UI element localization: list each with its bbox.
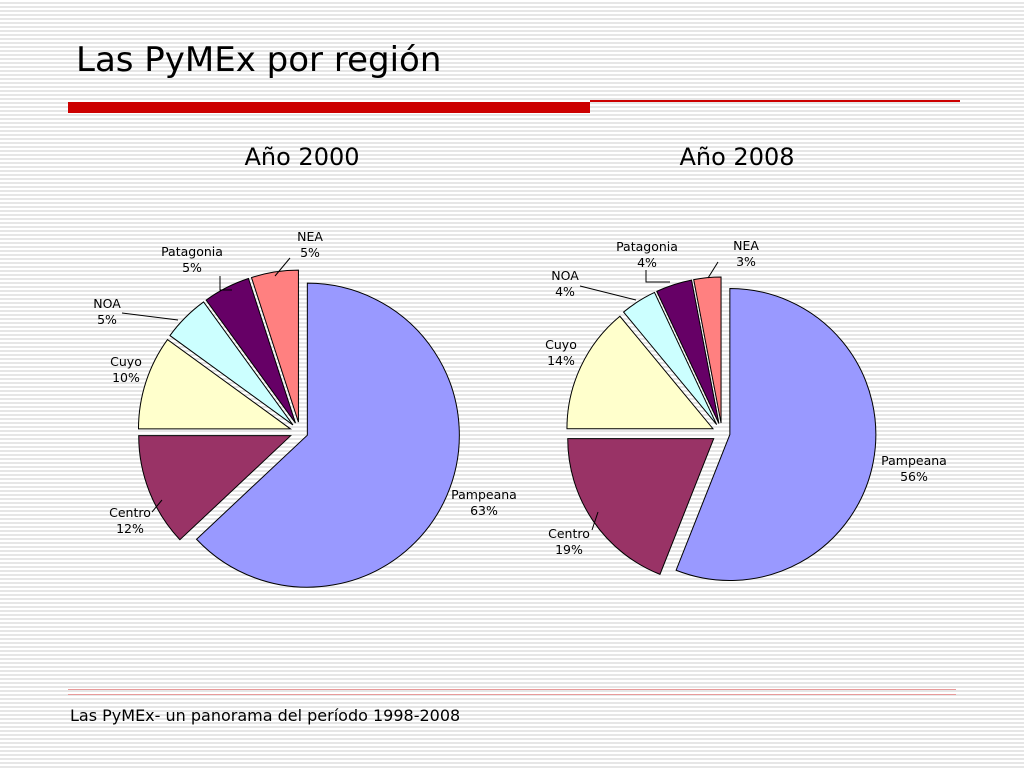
pie-slice-pampeana (195, 282, 460, 588)
footer-divider-top (68, 689, 956, 690)
slice-category-label: Cuyo (110, 354, 142, 369)
pie-slice-nea (250, 269, 299, 423)
leader-line-nea (274, 257, 291, 277)
pie-slice-noa (622, 291, 718, 425)
slice-percent-label: 56% (900, 469, 928, 484)
pie-slice-centro (567, 438, 715, 576)
slice-category-label: Centro (548, 526, 590, 541)
slice-percent-label: 5% (300, 245, 320, 260)
slice-category-label: Pampeana (881, 453, 947, 468)
pie-slice-centro (138, 435, 292, 541)
pie-slice-noa (169, 301, 294, 426)
title-underline-thin (590, 100, 960, 102)
slice-category-label: Patagonia (616, 239, 678, 254)
chart-title-2008: Año 2008 (679, 143, 794, 171)
pie-slice-cuyo (566, 315, 715, 430)
leader-line-centro (151, 499, 163, 513)
pie-slice-cuyo (137, 338, 293, 430)
pie-slice-patagonia (656, 279, 720, 424)
slice-category-label: Centro (109, 505, 151, 520)
slice-percent-label: 10% (112, 370, 140, 385)
slice-percent-label: 4% (637, 255, 657, 270)
leader-line-nea (707, 261, 719, 279)
slice-percent-label: 19% (555, 542, 583, 557)
slice-percent-label: 4% (555, 284, 575, 299)
slide-title: Las PyMEx por región (76, 40, 442, 80)
pie-chart-2008: Año 2008 Pampeana56%Centro19%Cuyo14%NOA4… (545, 143, 947, 581)
slice-percent-label: 5% (182, 260, 202, 275)
slice-category-label: Patagonia (161, 244, 223, 259)
leader-line-patagonia (219, 276, 232, 291)
slice-category-label: Cuyo (545, 337, 577, 352)
slice-percent-label: 12% (116, 521, 144, 536)
pie-slice-nea (693, 276, 722, 424)
slice-percent-label: 3% (736, 254, 756, 269)
footer-text: Las PyMEx- un panorama del período 1998-… (70, 706, 461, 725)
slice-category-label: NOA (93, 296, 121, 311)
title-underline-thick (68, 102, 590, 113)
leader-line-noa (121, 312, 179, 321)
leader-line-centro (591, 511, 599, 531)
leader-line-noa (579, 285, 637, 301)
pie-chart-2000: Año 2000 Pampeana63%Centro12%Cuyo10%NOA5… (93, 143, 517, 588)
pie-slice-patagonia (205, 277, 296, 424)
chart-title-2000: Año 2000 (244, 143, 359, 171)
slice-category-label: NEA (733, 238, 759, 253)
footer-divider-bottom (68, 694, 956, 695)
slice-category-label: Pampeana (451, 487, 517, 502)
slice-category-label: NOA (551, 268, 579, 283)
slice-category-label: NEA (297, 229, 323, 244)
leader-line-patagonia (645, 270, 670, 283)
slice-percent-label: 5% (97, 312, 117, 327)
pie-slice-pampeana (675, 287, 877, 581)
slice-percent-label: 63% (470, 503, 498, 518)
slice-percent-label: 14% (547, 353, 575, 368)
